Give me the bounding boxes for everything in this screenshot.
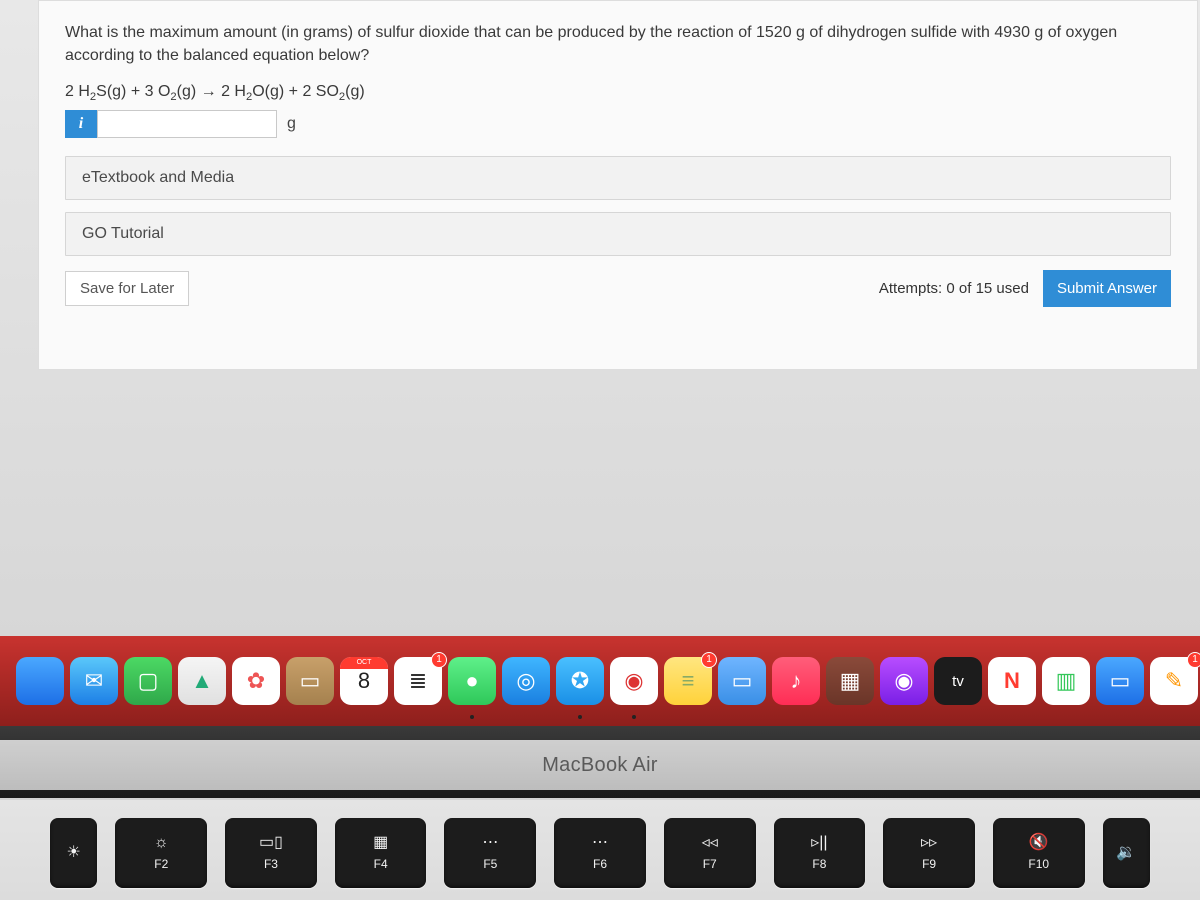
question-card: What is the maximum amount (in grams) of… [38, 0, 1198, 370]
key-partial-left[interactable]: ☀ [50, 818, 97, 888]
key-partial-right[interactable]: 🔉 [1103, 818, 1150, 888]
dock-app-finder[interactable] [16, 657, 64, 705]
answer-unit: g [277, 110, 306, 138]
key-f4[interactable]: ▦F4 [335, 818, 427, 888]
key-f9[interactable]: ▹▹F9 [883, 818, 975, 888]
dock-app-keynote[interactable]: ▭ [1096, 657, 1144, 705]
dock-app-calendar[interactable]: OCT8 [340, 657, 388, 705]
dock-app-messages[interactable]: ● [448, 657, 496, 705]
dock-app-news[interactable]: N [988, 657, 1036, 705]
dock-app-pages[interactable]: ✎1 [1150, 657, 1198, 705]
keyboard: ☀ ☼F2 ▭▯F3 ▦F4⋯F5 ⋯F6 ◃◃F7 ▹||F8▹▹F9 🔇F10 🔉 [0, 800, 1200, 900]
dock-app-photos[interactable]: ✿ [232, 657, 280, 705]
dock-app-tv[interactable]: tv [934, 657, 982, 705]
dock-app-facetime[interactable]: ▢ [124, 657, 172, 705]
question-text: What is the maximum amount (in grams) of… [65, 21, 1171, 67]
key-f2[interactable]: ☼F2 [115, 818, 207, 888]
actions-row: Save for Later Attempts: 0 of 15 used Su… [65, 270, 1171, 307]
dock-app-music[interactable]: ♪ [772, 657, 820, 705]
dock: ✉▢▲✿▭OCT8≣1●◎✪◉≡1▭♪▦◉tvN▥▭✎1A1⚙ [0, 636, 1200, 726]
dock-app-safari[interactable]: ✪ [556, 657, 604, 705]
dock-app-maps[interactable]: ▲ [178, 657, 226, 705]
dock-app-safari-alt[interactable]: ◎ [502, 657, 550, 705]
dock-app-numbers[interactable]: ▥ [1042, 657, 1090, 705]
answer-row: i g [65, 110, 1171, 138]
key-f8[interactable]: ▹||F8 [774, 818, 866, 888]
key-f7[interactable]: ◃◃F7 [664, 818, 756, 888]
etextbook-button[interactable]: eTextbook and Media [65, 156, 1171, 200]
save-for-later-button[interactable]: Save for Later [65, 271, 189, 306]
answer-input[interactable] [97, 110, 277, 138]
dock-app-podcasts[interactable]: ◉ [880, 657, 928, 705]
key-f6[interactable]: ⋯F6 [554, 818, 646, 888]
equation: 2 H2S(g) + 3 O2(g) → 2 H2O(g) + 2 SO2(g) [65, 83, 1171, 103]
attempts-label: Attempts: 0 of 15 used [879, 280, 1029, 297]
dock-app-chrome[interactable]: ◉ [610, 657, 658, 705]
dock-app-files[interactable]: ▭ [718, 657, 766, 705]
info-icon-button[interactable]: i [65, 110, 97, 138]
dock-app-news-alt[interactable]: ▦ [826, 657, 874, 705]
key-f5[interactable]: ⋯F5 [444, 818, 536, 888]
laptop-model-label: MacBook Air [542, 754, 658, 777]
key-f3[interactable]: ▭▯F3 [225, 818, 317, 888]
dock-app-contacts[interactable]: ▭ [286, 657, 334, 705]
dock-app-notes[interactable]: ≡1 [664, 657, 712, 705]
dock-app-reminders[interactable]: ≣1 [394, 657, 442, 705]
submit-answer-button[interactable]: Submit Answer [1043, 270, 1171, 307]
go-tutorial-button[interactable]: GO Tutorial [65, 212, 1171, 256]
laptop-hinge: MacBook Air [0, 740, 1200, 790]
dock-app-mail[interactable]: ✉ [70, 657, 118, 705]
key-f10[interactable]: 🔇F10 [993, 818, 1085, 888]
